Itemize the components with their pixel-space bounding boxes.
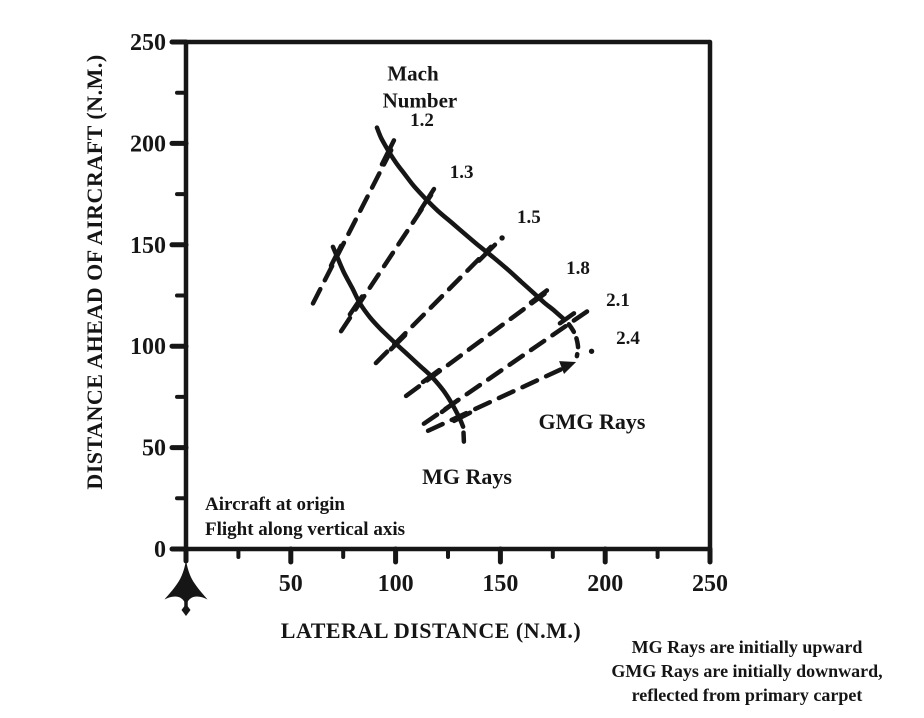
y-axis-title: DISTANCE AHEAD OF AIRCRAFT (N.M.) xyxy=(82,54,107,490)
aircraft-tail-diamond xyxy=(181,604,191,616)
ray-crossing-tick xyxy=(528,288,550,305)
x-axis-title: LATERAL DISTANCE (N.M.) xyxy=(280,618,582,643)
ray-crossing-tick xyxy=(420,367,442,385)
region-label: MG Rays xyxy=(422,464,512,490)
gmg-wavefront xyxy=(374,125,566,321)
mach-2.4-ray xyxy=(425,363,571,434)
ray-crossing-tick xyxy=(388,332,408,352)
x-tick-label: 150 xyxy=(482,571,518,597)
origin-note-line-2: Flight along vertical axis xyxy=(205,519,406,540)
x-tick-label: 100 xyxy=(378,571,414,597)
y-tick-label: 150 xyxy=(130,233,166,259)
footnote: MG Rays are initially upward GMG Rays ar… xyxy=(582,635,912,707)
y-tick-label: 0 xyxy=(154,537,166,563)
mach-number-label: 1.8 xyxy=(566,257,590,279)
ray-crossing-tick xyxy=(476,242,498,263)
mach-number-label: 2.1 xyxy=(606,289,630,311)
gmg-ray-arrowhead xyxy=(559,361,577,374)
mach-number-label: 2.4 xyxy=(616,328,640,350)
ray-crossing-tick xyxy=(328,243,344,268)
footnote-line-1: MG Rays are initially upward xyxy=(631,637,863,657)
origin-note: Aircraft at origin Flight along vertical… xyxy=(205,492,405,542)
mg-wavefront xyxy=(330,244,466,429)
x-tick-label: 50 xyxy=(279,571,303,597)
mach-number-label: 1.5 xyxy=(517,207,541,229)
region-label: GMG Rays xyxy=(538,408,646,434)
ray-crossing-tick xyxy=(451,410,473,424)
x-tick-label: 250 xyxy=(692,571,728,597)
footnote-line-2: GMG Rays are initially downward, xyxy=(611,661,883,681)
ray-end-dot xyxy=(588,348,595,354)
y-tick-label: 250 xyxy=(130,30,166,56)
ray-crossing-tick xyxy=(439,397,461,415)
ray-end-dot xyxy=(499,235,505,241)
aircraft-silhouette xyxy=(164,560,208,604)
ray-crossing-tick xyxy=(417,186,437,214)
mach-1.2-ray xyxy=(310,146,395,306)
origin-note-line-1: Aircraft at origin xyxy=(205,494,345,515)
footnote-line-3: reflected from primary carpet xyxy=(631,685,863,705)
ray-crossing-tick xyxy=(379,138,397,167)
gmg-wavefront-dashed-tail xyxy=(566,322,581,359)
y-tick-label: 200 xyxy=(130,131,166,157)
y-tick-label: 100 xyxy=(130,334,166,360)
mach-number-label: 1.3 xyxy=(449,161,474,183)
x-tick-label: 200 xyxy=(587,571,623,597)
y-tick-label: 50 xyxy=(142,436,166,462)
ray-crossing-tick xyxy=(347,294,365,317)
mach-number-label: 1.2 xyxy=(410,110,434,132)
ray-crossing-tick xyxy=(557,311,577,326)
mach-header: Number xyxy=(382,88,458,113)
mach-header: Mach xyxy=(387,61,439,86)
